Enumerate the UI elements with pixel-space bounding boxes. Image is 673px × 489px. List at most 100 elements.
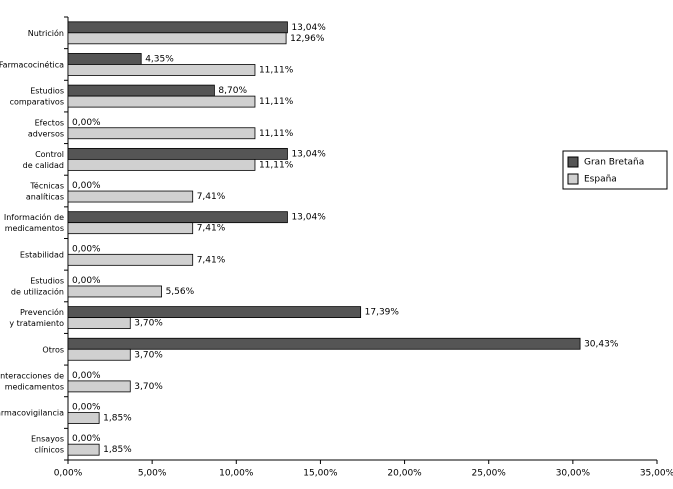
value-label: 7,41% (197, 224, 226, 234)
value-label: 0,00% (72, 434, 101, 444)
bar (67, 412, 100, 424)
value-label: 17,39% (365, 308, 400, 318)
x-tick-label: 25,00% (472, 469, 507, 479)
legend-label: España (584, 175, 617, 185)
category-label: Prevención y tratamiento (9, 307, 64, 328)
bar (67, 127, 256, 140)
bar (67, 147, 288, 160)
x-tick-label: 10,00% (219, 469, 254, 479)
category-label: Interacciones de medicamentos (0, 371, 64, 391)
legend-swatch (567, 173, 579, 185)
bar (67, 84, 215, 97)
category-label-line: medicamentos (5, 224, 64, 233)
category-label: Estudios de utilización (11, 276, 64, 296)
category-label-line: analíticas (26, 192, 64, 201)
bar (67, 337, 581, 350)
value-label: 11,11% (259, 160, 294, 170)
bar (67, 306, 362, 319)
category-label: Otros (42, 345, 64, 354)
x-tick-label: 0,00% (54, 469, 83, 479)
value-label: 0,00% (72, 181, 101, 191)
category-label-line: Técnicas (29, 180, 64, 190)
value-label: 3,70% (134, 319, 163, 329)
category-label-line: clínicos (34, 445, 64, 454)
bar (67, 380, 131, 393)
legend: Gran Bretaña España (562, 150, 668, 190)
x-tick-label: 5,00% (138, 469, 167, 479)
value-label: 7,41% (197, 255, 226, 265)
bar (67, 443, 100, 456)
category-label-line: Interacciones de (0, 371, 64, 380)
category-label: Información de medicamentos (4, 212, 64, 233)
value-label: 8,70% (218, 86, 247, 96)
category-label: Estudios comparativos (10, 86, 64, 106)
bar (67, 21, 288, 34)
category-label-line: Estabilidad (20, 250, 64, 259)
bar (67, 64, 256, 76)
value-label: 11,11% (259, 65, 294, 75)
bar (67, 222, 194, 235)
category-label-line: medicamentos (5, 382, 64, 391)
category-label: Ensayos clínicos (31, 434, 64, 454)
x-tick-label: 30,00% (556, 469, 591, 479)
legend-swatch (567, 156, 579, 168)
category-label-line: Estudios (30, 276, 64, 285)
category-label-line: comparativos (10, 97, 64, 106)
category-label-line: Información de (4, 212, 64, 222)
category-label-line: y tratamiento (9, 319, 64, 328)
value-label: 11,11% (259, 97, 294, 107)
category-label-line: Estudios (30, 86, 64, 95)
category-label-line: Otros (42, 345, 64, 354)
legend-label: Gran Bretaña (584, 158, 644, 168)
category-label-line: Prevención (20, 307, 64, 317)
x-tick-label: 20,00% (387, 469, 422, 479)
value-label: 1,85% (103, 445, 132, 455)
bar (67, 32, 287, 45)
category-label-line: Ensayos (31, 434, 64, 443)
value-label: 3,70% (134, 350, 163, 360)
value-label: 0,00% (72, 403, 101, 413)
category-label: Técnicas analíticas (26, 180, 64, 201)
category-label-line: adversos (28, 129, 64, 138)
category-label: Efectos adversos (28, 118, 64, 138)
value-label: 30,43% (584, 339, 619, 349)
value-label: 5,56% (166, 287, 195, 297)
category-label: Farmacocinética (0, 59, 64, 69)
x-tick-label: 15,00% (303, 469, 338, 479)
value-label: 13,04% (291, 23, 326, 33)
category-label-line: Control (35, 149, 64, 158)
category-label: Estabilidad (20, 250, 64, 259)
category-label-line: Nutrición (28, 27, 64, 37)
value-label: 7,41% (197, 192, 226, 202)
bar (67, 253, 194, 266)
category-label-line: Farmacovigilancia (0, 408, 64, 417)
value-label: 0,00% (72, 276, 101, 286)
value-label: 12,96% (290, 34, 325, 44)
value-label: 1,85% (103, 414, 132, 424)
category-label-line: de calidad (23, 160, 64, 169)
value-label: 0,00% (72, 118, 101, 128)
value-label: 0,00% (72, 371, 101, 381)
category-label-line: de utilización (11, 286, 64, 296)
value-label: 13,04% (291, 213, 326, 223)
category-label: Control de calidad (23, 149, 64, 169)
x-tick-label: 35,00% (640, 469, 673, 479)
category-label: Farmacovigilancia (0, 408, 64, 417)
bar (67, 53, 142, 65)
value-label: 0,00% (72, 244, 101, 254)
bar (67, 158, 256, 171)
legend-box (562, 150, 668, 190)
category-label-line: Efectos (35, 118, 64, 127)
category-label: Nutrición (28, 27, 64, 37)
bar (67, 348, 131, 361)
category-label-line: Farmacocinética (0, 59, 64, 69)
bar (67, 285, 162, 298)
value-label: 11,11% (259, 129, 294, 139)
bar (67, 211, 288, 224)
bar (67, 95, 256, 108)
value-label: 3,70% (134, 382, 163, 392)
bar (67, 317, 131, 330)
bar (67, 190, 194, 203)
value-label: 13,04% (291, 149, 326, 159)
